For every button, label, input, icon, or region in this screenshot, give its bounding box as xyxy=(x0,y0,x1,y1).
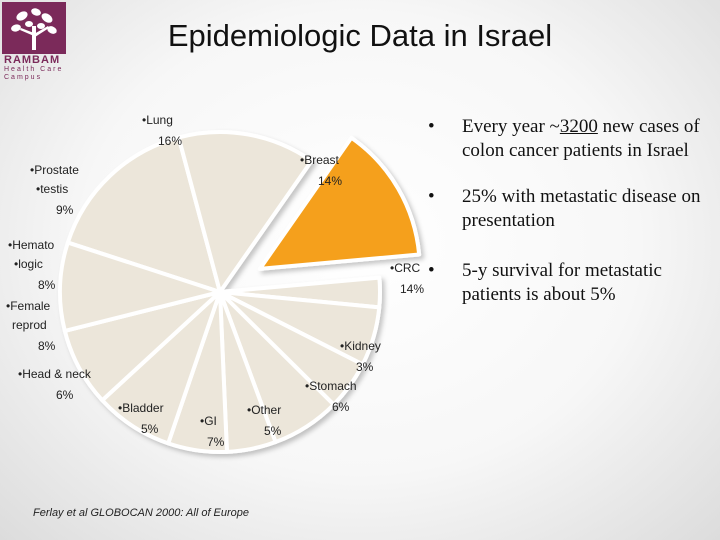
slice-value-lung: 16% xyxy=(158,134,182,148)
fact-new-cases: Every year ~3200 new cases of colon canc… xyxy=(428,115,713,163)
slice-value-breast: 14% xyxy=(318,174,342,188)
slice-value-hemato-logic: 8% xyxy=(38,278,56,292)
slice-label-breast: •Breast xyxy=(300,153,340,167)
slice-label-female-reprod: reprod xyxy=(12,318,47,332)
logo-name: RAMBAM xyxy=(4,54,61,66)
slice-label-bladder: •Bladder xyxy=(118,401,164,415)
key-facts-list: Every year ~3200 new cases of colon canc… xyxy=(428,115,713,329)
slice-label-gi: •GI xyxy=(200,414,217,428)
slice-label-crc: •CRC xyxy=(390,261,421,275)
slice-value-other: 5% xyxy=(264,424,282,438)
slice-label-lung: •Lung xyxy=(142,113,173,127)
slice-label-head-neck: •Head & neck xyxy=(18,367,92,381)
slice-label-hemato-logic: •Hemato xyxy=(8,238,55,252)
slice-label-other: •Other xyxy=(247,403,281,417)
slice-label-stomach: •Stomach xyxy=(305,379,357,393)
slice-value-head-neck: 6% xyxy=(56,388,74,402)
source-citation: Ferlay et al GLOBOCAN 2000: All of Europ… xyxy=(33,507,250,519)
slice-value-bladder: 5% xyxy=(141,422,159,436)
rambam-logo: RAMBAM Health Care Campus xyxy=(2,2,66,81)
slice-value-crc: 14% xyxy=(400,282,424,296)
pie-slice-breast xyxy=(176,130,314,294)
slice-value-prostate-testis: 9% xyxy=(56,203,74,217)
slice-value-gi: 7% xyxy=(207,435,225,449)
logo-subtitle: Health Care Campus xyxy=(4,66,64,81)
slice-label-kidney: •Kidney xyxy=(340,339,381,353)
slice-label-female-reprod: •Female xyxy=(6,299,51,313)
slice-label-hemato-logic: •logic xyxy=(14,257,43,271)
slide-title: Epidemiologic Data in Israel xyxy=(167,18,553,53)
fact-metastatic-share: 25% with metastatic disease on presentat… xyxy=(428,185,713,233)
new-cases-count: 3200 xyxy=(559,116,598,137)
slice-value-kidney: 3% xyxy=(356,360,374,374)
logo-tree-mark xyxy=(2,2,66,54)
pie-slice-prostate-testis xyxy=(58,240,222,333)
fact-survival: 5-y survival for metastatic patients is … xyxy=(428,259,713,307)
slice-value-female-reprod: 8% xyxy=(38,339,56,353)
slice-label-prostate-testis: •Prostate xyxy=(30,163,79,177)
slice-value-stomach: 6% xyxy=(332,400,350,414)
pie-slice-crc xyxy=(257,135,422,271)
slice-label-prostate-testis: •testis xyxy=(36,182,68,196)
